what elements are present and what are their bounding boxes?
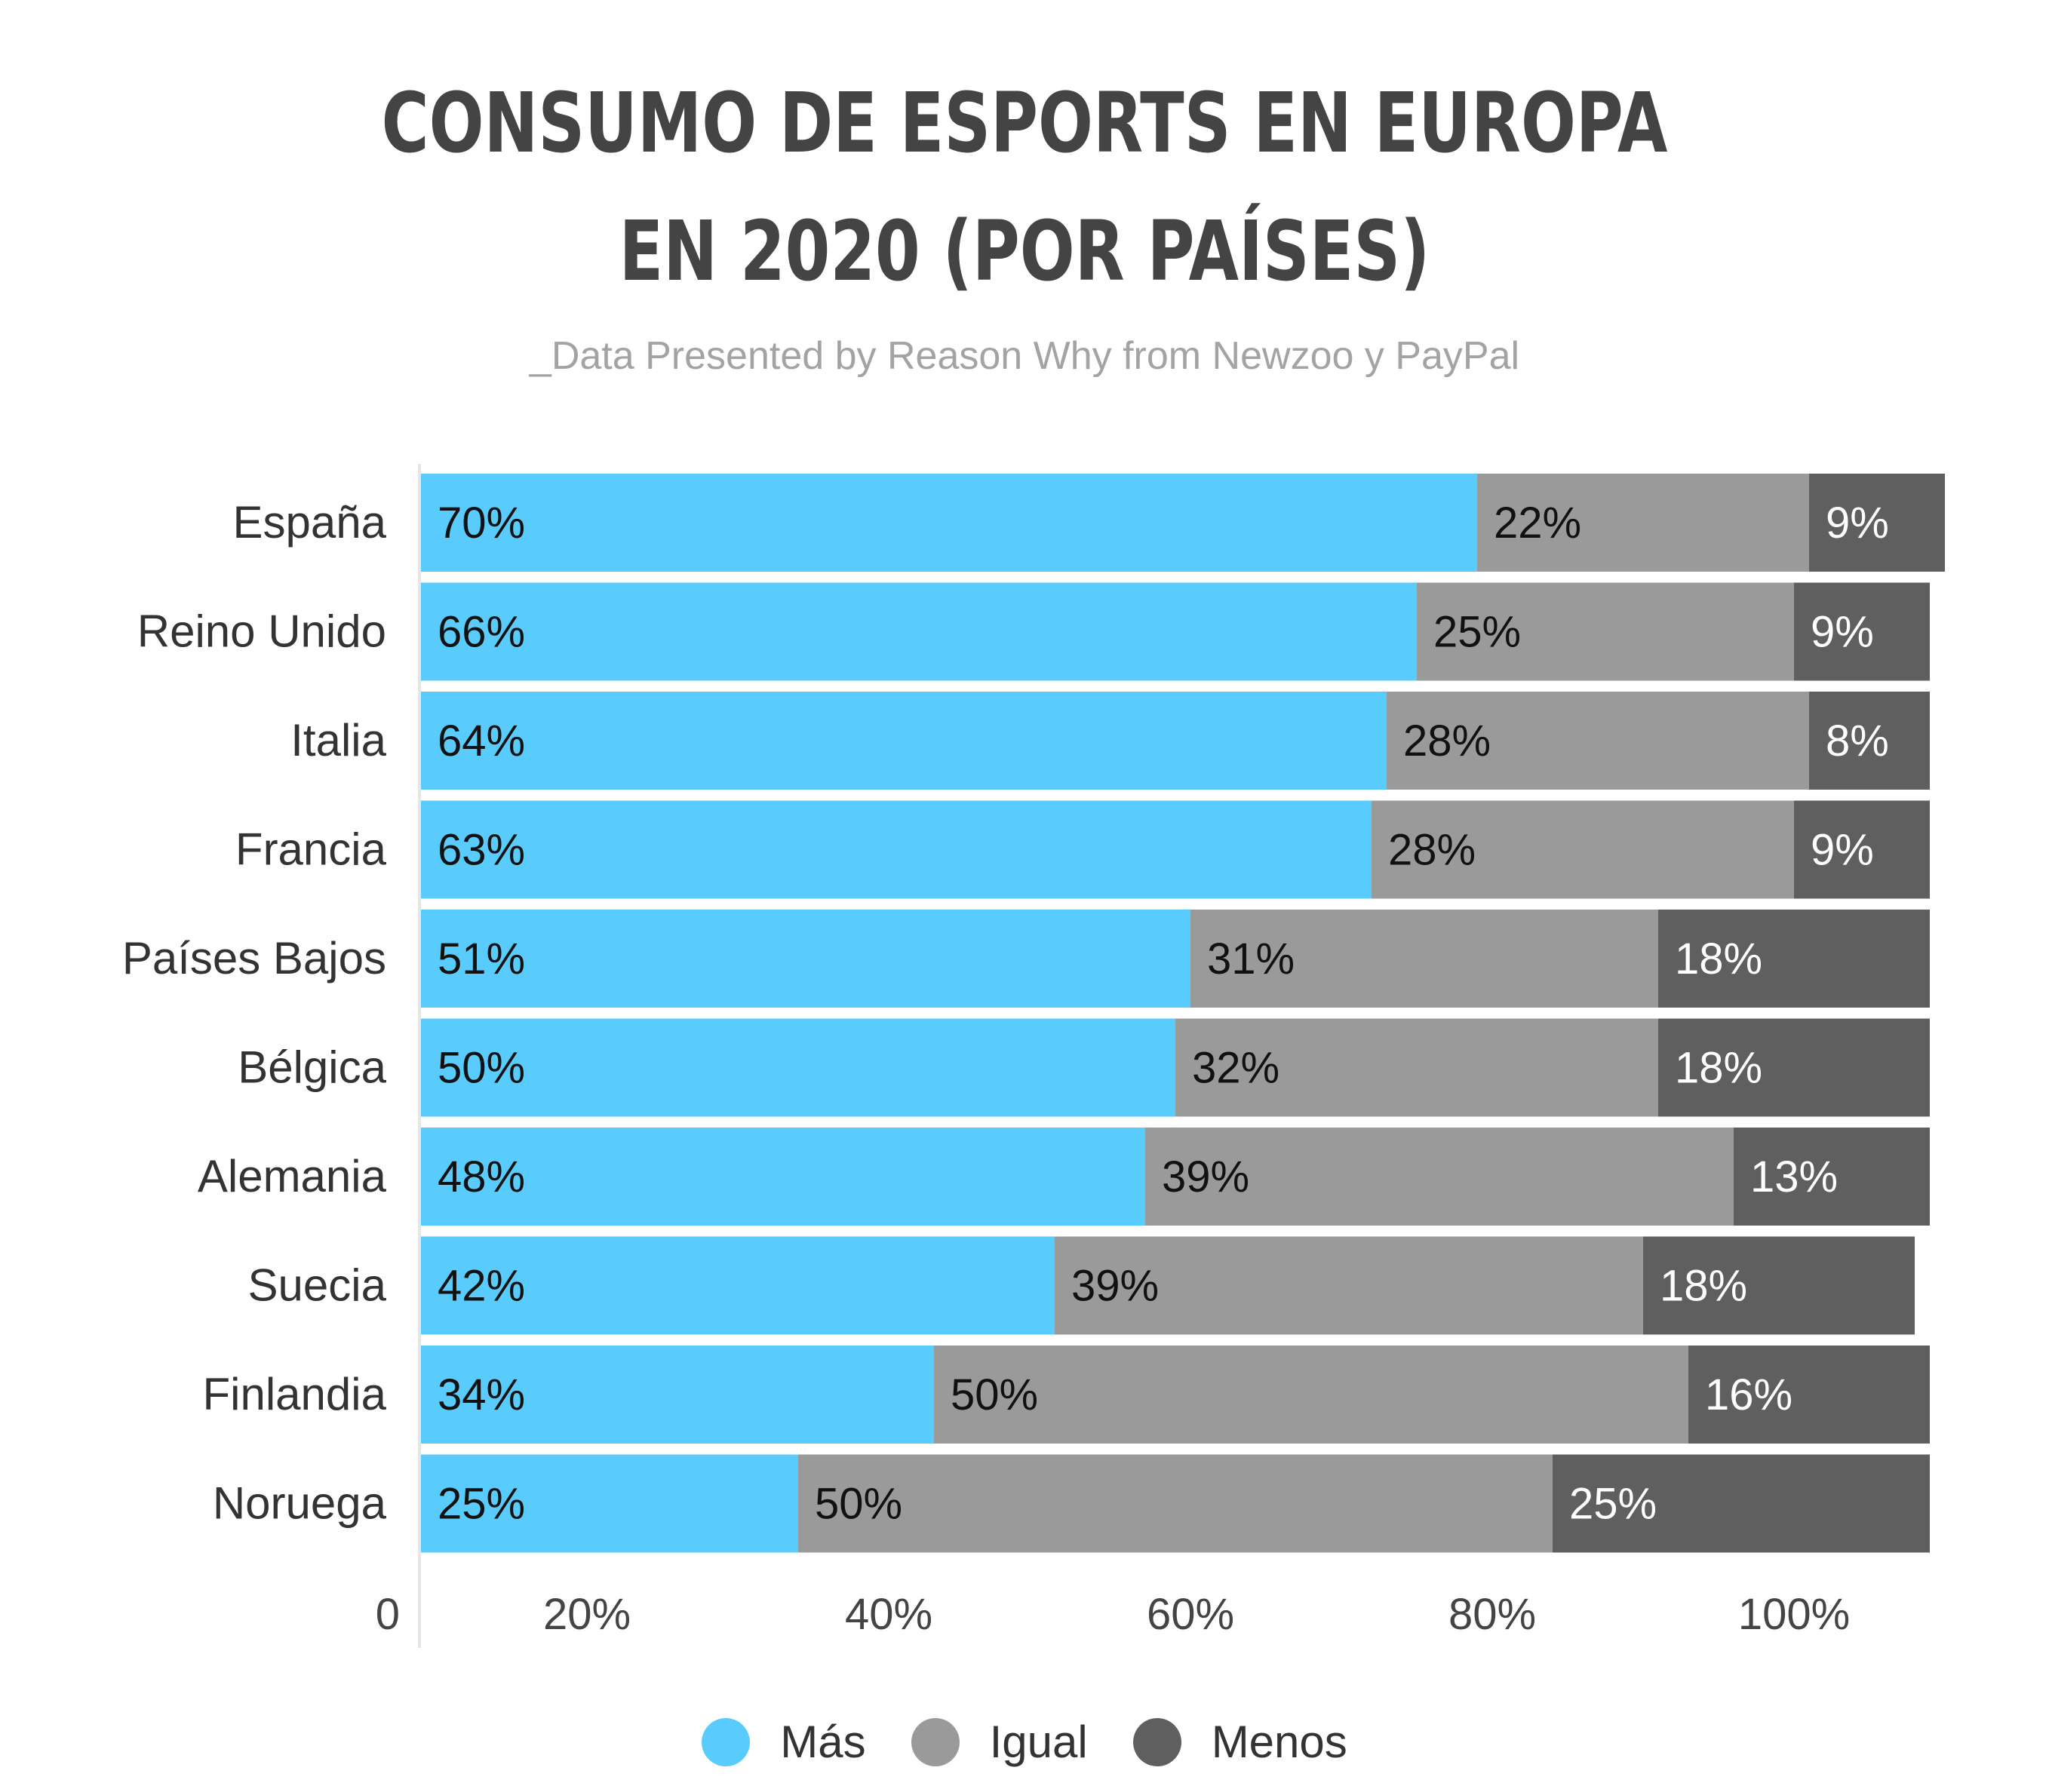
data-label-mas-suecia: 42% bbox=[438, 1262, 525, 1311]
category-label-francia: Francia bbox=[235, 824, 387, 875]
x-tick-label-0: 0 bbox=[376, 1590, 400, 1639]
bar-igual-espana bbox=[1477, 474, 1809, 572]
legend-label-menos: Menos bbox=[1211, 1717, 1347, 1767]
bar-mas-finlandia bbox=[421, 1346, 934, 1444]
x-tick-label-100: 100% bbox=[1738, 1590, 1850, 1639]
category-label-suecia: Suecia bbox=[248, 1260, 387, 1311]
data-label-menos-espana: 9% bbox=[1826, 499, 1889, 548]
data-label-menos-paises-bajos: 18% bbox=[1675, 934, 1762, 983]
data-label-igual-suecia: 39% bbox=[1071, 1262, 1159, 1311]
data-label-igual-belgica: 32% bbox=[1192, 1044, 1279, 1093]
bar-menos-reino-unido bbox=[1794, 582, 1930, 681]
data-label-mas-belgica: 50% bbox=[438, 1044, 525, 1093]
data-label-menos-noruega: 25% bbox=[1569, 1480, 1657, 1529]
data-label-mas-francia: 63% bbox=[438, 826, 525, 875]
data-label-mas-finlandia: 34% bbox=[438, 1370, 525, 1419]
bar-menos-paises-bajos bbox=[1658, 910, 1930, 1008]
data-label-menos-francia: 9% bbox=[1811, 826, 1874, 875]
bar-menos-italia bbox=[1809, 692, 1930, 790]
bar-mas-paises-bajos bbox=[421, 910, 1190, 1008]
category-label-noruega: Noruega bbox=[213, 1478, 387, 1529]
chart-subtitle: _Data Presented by Reason Why from Newzo… bbox=[529, 334, 1520, 378]
category-label-reino-unido: Reino Unido bbox=[137, 606, 386, 657]
bar-menos-francia bbox=[1794, 800, 1930, 899]
bar-menos-suecia bbox=[1643, 1236, 1915, 1335]
data-label-mas-italia: 64% bbox=[438, 716, 525, 766]
bar-igual-noruega bbox=[798, 1454, 1553, 1553]
data-label-igual-espana: 22% bbox=[1494, 499, 1581, 548]
bar-igual-belgica bbox=[1175, 1018, 1658, 1117]
data-label-igual-paises-bajos: 31% bbox=[1207, 934, 1295, 983]
bar-igual-italia bbox=[1387, 692, 1809, 790]
bar-mas-francia bbox=[421, 800, 1372, 899]
bar-mas-suecia bbox=[421, 1236, 1055, 1335]
data-label-menos-belgica: 18% bbox=[1675, 1044, 1762, 1093]
legend-label-igual: Igual bbox=[989, 1717, 1088, 1767]
data-label-menos-alemania: 13% bbox=[1750, 1152, 1838, 1201]
legend-item-igual: Igual bbox=[911, 1718, 1088, 1766]
bar-igual-alemania bbox=[1145, 1128, 1734, 1226]
data-label-mas-espana: 70% bbox=[438, 499, 525, 548]
stacked-bar-chart: España 70% 22% 9% Reino Unido 66% 25% 9% Italia 6… bbox=[122, 464, 1945, 1648]
data-label-menos-italia: 8% bbox=[1826, 716, 1889, 766]
x-tick-label-20: 20% bbox=[543, 1590, 631, 1639]
x-tick-label-80: 80% bbox=[1448, 1590, 1536, 1639]
bar-mas-espana bbox=[421, 474, 1477, 572]
bar-igual-paises-bajos bbox=[1190, 910, 1658, 1008]
data-label-menos-reino-unido: 9% bbox=[1811, 608, 1874, 657]
chart-title-line-2: EN 2020 (POR PAÍSES) bbox=[619, 203, 1430, 299]
legend: Más Igual Menos bbox=[0, 1718, 2049, 1766]
bar-igual-francia bbox=[1372, 800, 1794, 899]
bar-mas-reino-unido bbox=[421, 582, 1417, 681]
data-label-mas-reino-unido: 66% bbox=[438, 608, 525, 657]
bar-igual-suecia bbox=[1055, 1236, 1643, 1335]
legend-swatch-menos bbox=[1132, 1718, 1181, 1766]
bar-menos-espana bbox=[1809, 474, 1945, 572]
data-label-mas-paises-bajos: 51% bbox=[438, 934, 525, 983]
legend-swatch-mas bbox=[702, 1718, 751, 1766]
bar-mas-belgica bbox=[421, 1018, 1175, 1117]
bar-igual-reino-unido bbox=[1417, 582, 1794, 681]
bar-mas-noruega bbox=[421, 1454, 798, 1553]
bar-menos-noruega bbox=[1553, 1454, 1930, 1553]
data-label-mas-alemania: 48% bbox=[438, 1152, 525, 1201]
category-label-espana: España bbox=[233, 497, 387, 548]
category-label-alemania: Alemania bbox=[198, 1151, 387, 1201]
legend-item-menos: Menos bbox=[1132, 1717, 1347, 1767]
bar-igual-finlandia bbox=[934, 1346, 1688, 1444]
data-label-igual-italia: 28% bbox=[1403, 716, 1491, 766]
data-label-igual-reino-unido: 25% bbox=[1433, 608, 1521, 657]
data-label-menos-finlandia: 16% bbox=[1705, 1370, 1792, 1419]
category-label-finlandia: Finlandia bbox=[203, 1369, 387, 1419]
legend-swatch-igual bbox=[911, 1718, 960, 1766]
data-label-igual-finlandia: 50% bbox=[951, 1370, 1038, 1419]
legend-item-mas: Más bbox=[702, 1717, 866, 1767]
bar-menos-belgica bbox=[1658, 1018, 1930, 1117]
category-label-paises-bajos: Países Bajos bbox=[122, 933, 386, 983]
bar-mas-alemania bbox=[421, 1128, 1145, 1226]
data-label-igual-alemania: 39% bbox=[1162, 1152, 1249, 1201]
bar-menos-alemania bbox=[1734, 1128, 1930, 1226]
x-tick-label-60: 60% bbox=[1147, 1590, 1234, 1639]
chart-title-line-1: CONSUMO DE ESPORTS EN EUROPA bbox=[381, 75, 1668, 171]
category-label-belgica: Bélgica bbox=[238, 1042, 386, 1093]
legend-label-mas: Más bbox=[780, 1717, 866, 1767]
bar-mas-italia bbox=[421, 692, 1387, 790]
data-label-menos-suecia: 18% bbox=[1660, 1262, 1747, 1311]
category-label-italia: Italia bbox=[290, 715, 386, 766]
data-label-mas-noruega: 25% bbox=[438, 1480, 525, 1529]
bar-menos-finlandia bbox=[1688, 1346, 1930, 1444]
data-label-igual-noruega: 50% bbox=[815, 1480, 902, 1529]
x-tick-label-40: 40% bbox=[845, 1590, 932, 1639]
data-label-igual-francia: 28% bbox=[1388, 826, 1476, 875]
